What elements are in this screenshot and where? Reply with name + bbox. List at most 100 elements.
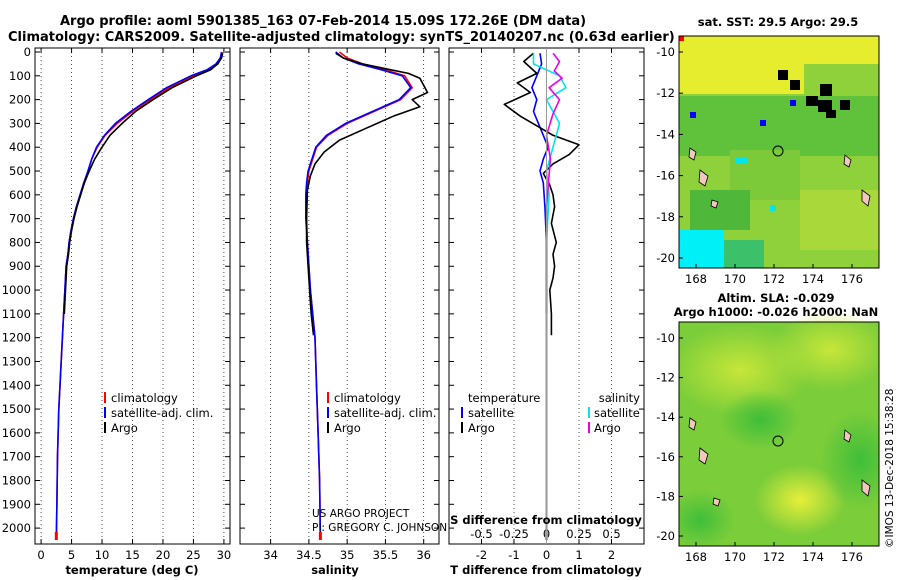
map-y-tick-label: -14	[656, 127, 675, 141]
bottom-marker	[54, 532, 58, 540]
depth-tick-label: 1200	[2, 331, 31, 345]
map-y-tick-label: -16	[656, 450, 675, 464]
temperature-legend: climatology satellite-adj. clim. Argo	[104, 391, 213, 435]
x-tick-label: 36	[416, 548, 431, 562]
depth-tick-label: 200	[9, 93, 31, 107]
series-difference-t-satellite	[531, 53, 549, 540]
salinity-xlabel: salinity	[311, 563, 359, 577]
depth-tick-label: 1400	[2, 378, 31, 392]
temperature-xlabel: temperature (deg C)	[65, 563, 198, 577]
map-y-tick-label: -12	[656, 371, 675, 385]
x-tick-label: 2	[608, 548, 615, 562]
map-axes: 168 170 172 174 176 -10 -12 -14 -16 -18 -20 168 170 1…	[656, 45, 863, 564]
x-tick-label: -2	[476, 548, 487, 562]
map-x-tick-label: 174	[802, 272, 824, 286]
map-top-title: sat. SST: 29.5 Argo: 29.5	[698, 15, 858, 29]
legend-satellite-adj: satellite-adj. clim.	[334, 406, 436, 420]
map-x-tick-label: 176	[841, 272, 863, 286]
x-tick-label: 35	[340, 548, 355, 562]
map-x-tick-label: 176	[841, 550, 863, 564]
depth-tick-label: 100	[9, 69, 31, 83]
x-tick-label: 34	[263, 548, 278, 562]
title-line-1: Argo profile: aoml 5901385_163 07-Feb-20…	[60, 14, 586, 29]
map-y-tick-label: -10	[656, 331, 675, 345]
legend-argo: Argo	[334, 421, 361, 435]
depth-tick-label: 1500	[2, 402, 31, 416]
legend-satellite-adj: satellite-adj. clim.	[111, 406, 213, 420]
depth-tick-label: 400	[9, 140, 31, 154]
difference-legend: temperature satellite Argo salinity sate…	[461, 391, 640, 435]
map-y-tick-label: -14	[656, 410, 675, 424]
salinity-legend: climatology satellite-adj. clim. Argo	[327, 391, 436, 435]
s-x-tick-label: -0.25	[499, 527, 529, 541]
legend-temperature-title: temperature	[468, 391, 540, 405]
map-bottom-argo-position-marker	[772, 435, 784, 447]
map-y-tick-label: -20	[656, 529, 675, 543]
map-bottom-frame	[678, 321, 880, 547]
legend-salinity-title: salinity	[599, 391, 640, 405]
x-tick-label: 20	[156, 548, 171, 562]
x-tick-label: 34.5	[296, 548, 322, 562]
grid-layer	[40, 48, 612, 544]
s-x-tick-label: -0.5	[470, 527, 492, 541]
depth-tick-label: 800	[9, 235, 31, 249]
depth-tick-label: 600	[9, 188, 31, 202]
credit-project: US ARGO PROJECT	[312, 508, 410, 520]
x-axes: 0 5 10 15 20 25 30 34 34.5 35 35.5 36 -2 -1 0 1 2 -0.5 -0.…	[37, 48, 621, 562]
series-layer	[54, 51, 580, 541]
map-x-tick-label: 168	[685, 550, 707, 564]
legend-t-argo: Argo	[468, 421, 495, 435]
x-tick-label: 30	[217, 548, 232, 562]
s-x-tick-label: 0.5	[602, 527, 620, 541]
footer-copyright: ©IMOS 13-Dec-2018 15:38:28	[884, 389, 896, 548]
map-y-tick-label: -18	[656, 210, 675, 224]
depth-tick-label: 1600	[2, 426, 31, 440]
depth-tick-label: 2000	[2, 521, 31, 535]
series-temperature-satellite-adj-clim-	[55, 51, 223, 541]
x-tick-label: 25	[186, 548, 201, 562]
series-salinity-satellite-adj-clim-	[304, 51, 412, 541]
series-difference-s-argo	[545, 52, 563, 314]
depth-tick-label: 1900	[2, 497, 31, 511]
legend-climatology: climatology	[334, 391, 401, 405]
x-tick-label: -1	[508, 548, 519, 562]
x-tick-label: 10	[95, 548, 110, 562]
depth-tick-label: 1800	[2, 473, 31, 487]
map-y-tick-label: -10	[656, 45, 675, 59]
map-x-tick-label: 168	[685, 272, 707, 286]
map-x-tick-label: 170	[724, 550, 746, 564]
map-x-tick-label: 170	[724, 272, 746, 286]
map-bottom-title-line-1: Altim. SLA: -0.029	[717, 291, 834, 305]
depth-tick-label: 300	[9, 116, 31, 130]
map-y-tick-label: -20	[656, 251, 675, 265]
map-x-tick-label: 174	[802, 550, 824, 564]
map-y-tick-label: -16	[656, 169, 675, 183]
series-temperature-argo	[63, 53, 224, 314]
depth-axis: 0 100 200 300 400 500 600 700 800 900 1000 1100 1200…	[2, 45, 644, 535]
difference-top-xlabel: S difference from climatology	[450, 513, 642, 527]
credit-pi: PI: GREGORY C. JOHNSON	[312, 522, 447, 534]
depth-tick-label: 1700	[2, 450, 31, 464]
x-tick-label: 35.5	[373, 548, 399, 562]
depth-tick-label: 1000	[2, 283, 31, 297]
map-bottom-image	[679, 314, 879, 546]
x-tick-label: 15	[125, 548, 140, 562]
legend-t-satellite: satellite	[468, 406, 514, 420]
x-tick-label: 0	[37, 548, 44, 562]
map-y-tick-label: -12	[656, 86, 675, 100]
map-x-tick-label: 172	[763, 272, 785, 286]
map-top-image	[679, 36, 879, 268]
legend-argo: Argo	[111, 421, 138, 435]
series-difference-t-argo	[503, 52, 580, 336]
salinity-panel-frame	[239, 47, 440, 545]
depth-tick-label: 1100	[2, 307, 31, 321]
series-salinity-argo	[305, 52, 429, 336]
x-tick-label: 5	[68, 548, 75, 562]
depth-tick-label: 500	[9, 164, 31, 178]
depth-tick-label: 700	[9, 212, 31, 226]
legend-climatology: climatology	[111, 391, 178, 405]
map-top-argo-position-marker	[772, 145, 784, 157]
series-temperature-climatology	[55, 51, 223, 541]
series-salinity-climatology	[305, 51, 414, 541]
